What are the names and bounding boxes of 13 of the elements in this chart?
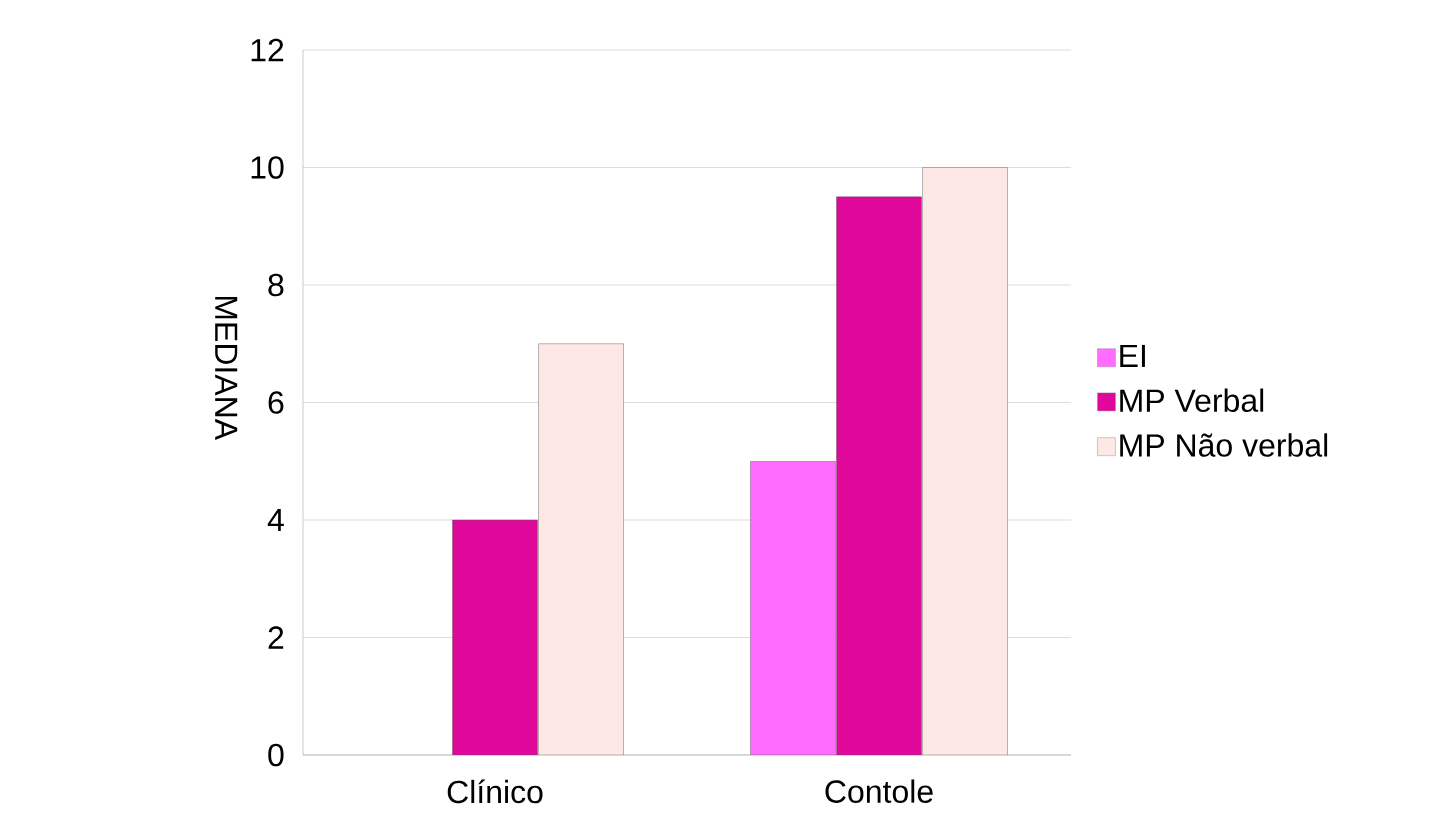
y-tick-label: 12: [251, 38, 284, 62]
y-tick-label: 8: [268, 273, 284, 297]
y-axis-title: MEDIANA: [215, 296, 238, 441]
y-tick-label: 0: [268, 743, 284, 767]
legend-label: EI: [1120, 344, 1145, 367]
legend-label: MP Verbal: [1120, 388, 1264, 413]
legend-label: MP Não verbal: [1120, 433, 1328, 457]
x-tick-label: Clínico: [447, 779, 543, 804]
y-tick-label: 2: [268, 626, 284, 649]
y-tick-label: 10: [251, 156, 284, 179]
y-tick-label: 6: [268, 391, 284, 414]
x-tick-label: Contole: [825, 779, 933, 803]
y-tick-label: 4: [267, 508, 284, 531]
